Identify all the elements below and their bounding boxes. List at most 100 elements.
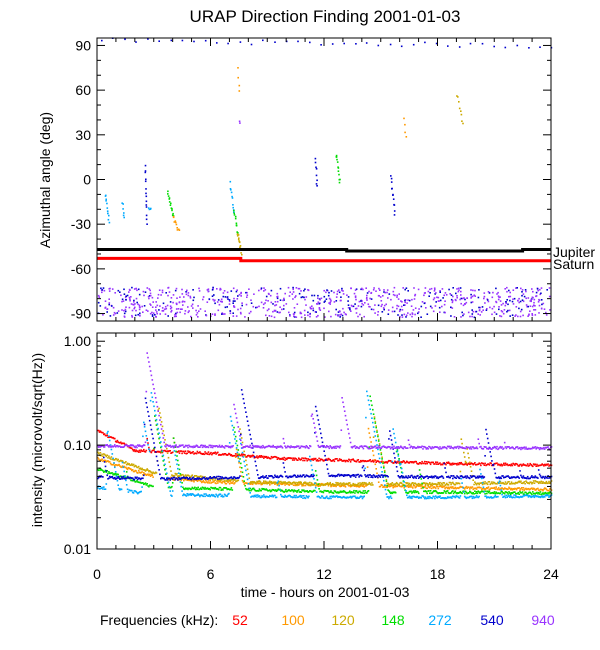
intensity-point bbox=[293, 494, 296, 497]
intensity-point bbox=[258, 480, 261, 482]
intensity-point bbox=[224, 494, 227, 496]
azimuth-point bbox=[147, 295, 150, 298]
azimuth-point bbox=[400, 45, 403, 48]
intensity-point bbox=[509, 477, 512, 479]
intensity-point bbox=[432, 490, 434, 493]
intensity-point bbox=[463, 492, 466, 495]
intensity-point bbox=[357, 473, 360, 476]
intensity-point bbox=[541, 489, 543, 491]
intensity-point bbox=[496, 445, 498, 448]
azimuth-point bbox=[367, 303, 370, 305]
intensity-point bbox=[514, 483, 516, 485]
intensity-point bbox=[480, 476, 483, 478]
azimuth-point bbox=[105, 194, 107, 197]
intensity-point bbox=[185, 476, 188, 479]
intensity-point bbox=[258, 488, 261, 490]
intensity-point bbox=[200, 480, 202, 482]
intensity-point bbox=[389, 495, 392, 498]
azimuth-point bbox=[317, 294, 319, 297]
intensity-point bbox=[306, 446, 308, 448]
azimuth-point bbox=[486, 299, 489, 301]
intensity-point bbox=[470, 495, 473, 498]
azimuth-point bbox=[148, 297, 150, 300]
intensity-point bbox=[332, 492, 335, 494]
intensity-point bbox=[168, 485, 171, 488]
intensity-point bbox=[162, 477, 165, 480]
azimuth-point bbox=[186, 289, 188, 292]
intensity-point bbox=[286, 446, 288, 449]
intensity-point bbox=[152, 471, 154, 474]
azimuth-point bbox=[405, 316, 407, 318]
intensity-point bbox=[401, 485, 404, 487]
azimuth-point bbox=[307, 289, 310, 292]
intensity-point bbox=[285, 446, 287, 449]
azimuth-point bbox=[139, 306, 141, 309]
intensity-point bbox=[146, 439, 148, 441]
azimuth-point bbox=[500, 304, 503, 306]
intensity-point bbox=[509, 483, 512, 485]
azimuth-point bbox=[177, 308, 180, 310]
intensity-point bbox=[98, 459, 101, 462]
intensity-point bbox=[120, 477, 123, 479]
intensity-point bbox=[109, 462, 112, 465]
intensity-point bbox=[343, 495, 345, 498]
intensity-point bbox=[526, 493, 528, 495]
intensity-point bbox=[407, 462, 410, 464]
intensity-point bbox=[293, 446, 296, 449]
azimuth-point bbox=[241, 302, 243, 304]
intensity-point bbox=[549, 488, 551, 490]
intensity-point bbox=[419, 446, 422, 448]
intensity-point bbox=[323, 489, 325, 492]
azimuth-point bbox=[336, 161, 339, 163]
intensity-point bbox=[302, 497, 304, 499]
intensity-point bbox=[211, 495, 214, 497]
intensity-point bbox=[258, 446, 261, 448]
azimuth-point bbox=[402, 287, 404, 289]
intensity-point bbox=[203, 453, 205, 456]
intensity-point bbox=[423, 490, 425, 493]
intensity-point bbox=[190, 494, 193, 496]
intensity-point bbox=[308, 459, 310, 461]
intensity-point bbox=[115, 477, 118, 480]
intensity-point bbox=[494, 488, 497, 490]
intensity-point bbox=[238, 453, 240, 456]
intensity-point bbox=[508, 491, 510, 493]
intensity-point bbox=[484, 495, 486, 498]
intensity-point bbox=[163, 477, 165, 480]
intensity-point bbox=[496, 462, 498, 464]
intensity-point bbox=[298, 475, 301, 478]
intensity-point bbox=[391, 492, 394, 495]
intensity-point bbox=[355, 460, 358, 463]
intensity-point bbox=[417, 484, 419, 486]
intensity-point bbox=[509, 483, 511, 485]
intensity-point bbox=[359, 490, 361, 493]
intensity-point bbox=[426, 447, 428, 449]
intensity-point bbox=[204, 495, 206, 498]
azimuth-point bbox=[360, 305, 363, 308]
intensity-point bbox=[125, 479, 127, 482]
intensity-point bbox=[497, 492, 500, 494]
azimuth-point bbox=[530, 299, 532, 301]
intensity-point bbox=[419, 462, 422, 464]
azimuth-point bbox=[103, 289, 106, 292]
intensity-point bbox=[513, 494, 515, 496]
intensity-point bbox=[305, 458, 308, 460]
intensity-point bbox=[131, 444, 133, 447]
intensity-point bbox=[177, 479, 179, 481]
azimuth-data-marks bbox=[97, 37, 553, 319]
intensity-point bbox=[379, 485, 382, 488]
intensity-point bbox=[309, 490, 312, 492]
intensity-point bbox=[334, 475, 337, 478]
intensity-point bbox=[472, 492, 474, 494]
azimuth-point bbox=[403, 117, 405, 120]
intensity-point bbox=[468, 462, 470, 465]
intensity-point bbox=[112, 458, 114, 461]
intensity-point bbox=[454, 463, 457, 465]
intensity-point bbox=[171, 475, 174, 477]
intensity-point bbox=[461, 446, 463, 448]
intensity-point bbox=[423, 460, 426, 463]
azimuth-point bbox=[233, 306, 236, 308]
intensity-point bbox=[452, 486, 454, 488]
intensity-point bbox=[148, 485, 150, 488]
intensity-point bbox=[414, 482, 417, 485]
